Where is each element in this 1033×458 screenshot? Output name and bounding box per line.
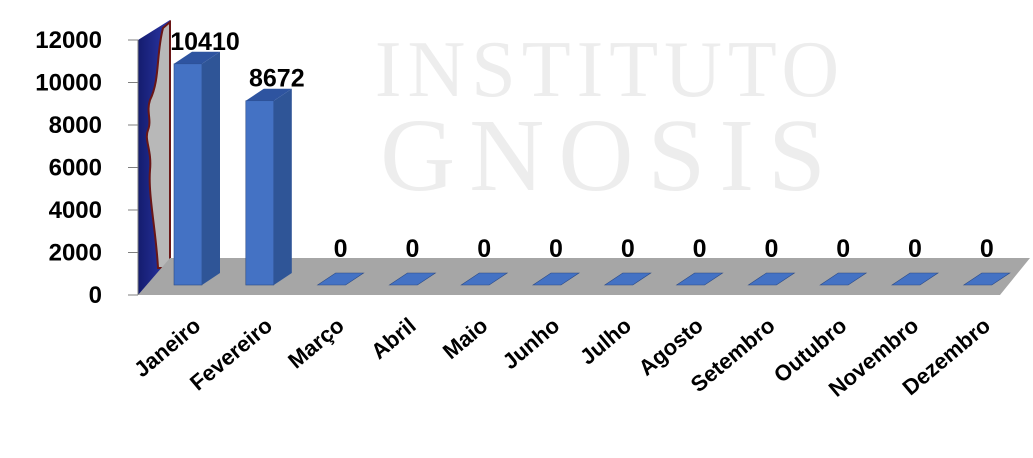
y-tick-label: 8000 — [49, 112, 102, 139]
category-label: Junho — [498, 313, 565, 375]
bar — [532, 272, 580, 286]
category-label: Março — [283, 313, 349, 374]
data-label: 0 — [980, 235, 994, 263]
bar — [819, 272, 868, 286]
data-label: 0 — [764, 235, 778, 263]
bar-top — [819, 272, 868, 286]
data-label: 8672 — [249, 65, 305, 93]
bar-top — [532, 272, 580, 286]
bar — [675, 272, 724, 286]
wall-face-profile — [145, 19, 171, 269]
bar — [316, 272, 365, 286]
bar-top — [962, 272, 1011, 286]
bar — [603, 272, 652, 286]
data-label: 10410 — [170, 28, 240, 56]
bar-top — [891, 272, 939, 286]
watermark-line1: INSTITUTO — [375, 26, 845, 114]
bar — [747, 272, 796, 286]
watermark-line2: GNOSIS — [380, 98, 840, 213]
category-label: Julho — [575, 313, 636, 370]
bar — [460, 272, 509, 286]
data-label: 0 — [836, 235, 850, 263]
data-label: 0 — [621, 235, 635, 263]
bars — [173, 51, 1011, 286]
bar-side — [202, 51, 220, 285]
data-label: 0 — [693, 235, 707, 263]
bar — [891, 272, 939, 286]
bar — [245, 88, 292, 286]
data-label: 0 — [477, 235, 491, 263]
bar-top — [388, 272, 437, 286]
y-tick-label: 0 — [89, 282, 102, 309]
bar-top — [460, 272, 509, 286]
data-label: 0 — [549, 235, 563, 263]
y-tick-label: 2000 — [49, 240, 102, 267]
bar — [388, 272, 437, 286]
category-label: Abril — [366, 313, 420, 364]
y-tick-label: 4000 — [49, 197, 102, 224]
bar-side — [273, 88, 292, 285]
data-label: 0 — [334, 235, 348, 263]
bar-top — [675, 272, 724, 286]
y-axis-ticks: 0 2000 4000 6000 8000 10000 12000 — [35, 27, 138, 309]
y-tick-label: 12000 — [35, 27, 102, 54]
bar-front — [245, 100, 275, 286]
category-label: Maio — [438, 313, 492, 364]
y-tick-label: 6000 — [49, 155, 102, 182]
bar-top — [603, 272, 652, 286]
bar-front — [173, 63, 203, 286]
floor — [138, 258, 1030, 295]
data-labels: 10410 8672 0 0 0 0 0 0 0 0 0 0 — [170, 28, 994, 263]
bar — [173, 51, 220, 286]
data-label: 0 — [405, 235, 419, 263]
bar-top — [245, 88, 292, 101]
watermark: INSTITUTO GNOSIS — [375, 26, 845, 213]
data-label: 0 — [908, 235, 922, 263]
bar-top — [174, 51, 220, 64]
bar-top — [747, 272, 796, 286]
y-tick-label: 10000 — [35, 70, 102, 97]
bar-top — [316, 272, 365, 286]
bar — [962, 272, 1011, 286]
